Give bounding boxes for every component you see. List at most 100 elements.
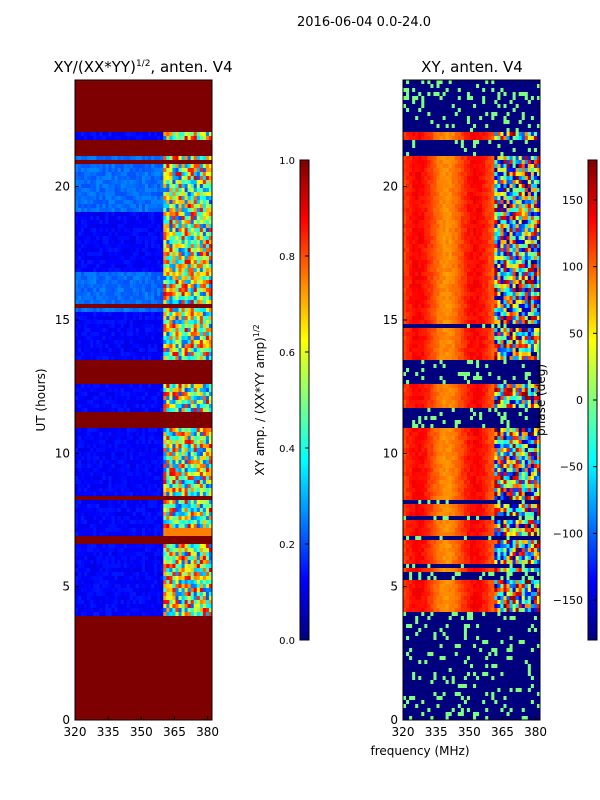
heatmap-cell	[160, 188, 164, 193]
heatmap-cell	[172, 96, 176, 101]
heatmap-cell	[175, 216, 179, 221]
heatmap-cell	[199, 328, 204, 333]
heatmap-cell	[90, 184, 94, 189]
heatmap-cell	[102, 492, 106, 497]
heatmap-cell	[135, 392, 140, 397]
heatmap-cell	[108, 292, 112, 297]
heatmap-cell	[90, 256, 94, 261]
heatmap-cell	[135, 264, 140, 269]
heatmap-cell	[138, 112, 143, 117]
heatmap-cell	[208, 324, 213, 329]
heatmap-cell	[120, 420, 125, 425]
heatmap-cell	[105, 364, 109, 369]
heatmap-cell	[117, 392, 122, 397]
heatmap-cell	[169, 96, 173, 101]
heatmap-cell	[141, 472, 146, 477]
heatmap-cell	[166, 456, 170, 461]
heatmap-cell	[126, 412, 131, 417]
heatmap-cell	[181, 380, 185, 385]
heatmap-cell	[102, 196, 106, 201]
heatmap-cell	[166, 168, 170, 173]
heatmap-cell	[108, 436, 112, 441]
heatmap-cell	[205, 300, 210, 305]
heatmap-cell	[184, 304, 189, 309]
heatmap-cell	[81, 360, 85, 365]
heatmap-cell	[166, 116, 170, 121]
heatmap-cell	[81, 180, 85, 185]
heatmap-cell	[93, 248, 97, 253]
heatmap-cell	[157, 88, 161, 93]
heatmap-cell	[132, 460, 137, 465]
heatmap-cell	[190, 104, 195, 109]
heatmap-cell	[105, 188, 109, 193]
heatmap-cell	[129, 196, 134, 201]
heatmap-cell	[75, 464, 79, 469]
heatmap-cell	[178, 280, 182, 285]
heatmap-cell	[154, 428, 158, 433]
heatmap-cell	[208, 268, 213, 273]
heatmap-cell	[145, 204, 149, 209]
heatmap-cell	[126, 120, 131, 125]
heatmap-cell	[141, 188, 146, 193]
heatmap-cell	[120, 120, 125, 125]
heatmap-cell	[172, 492, 176, 497]
heatmap-cell	[102, 124, 106, 129]
heatmap-cell	[93, 336, 97, 341]
heatmap-cell	[126, 136, 131, 141]
heatmap-cell	[102, 340, 106, 345]
heatmap-cell	[123, 196, 128, 201]
heatmap-cell	[105, 252, 109, 257]
heatmap-cell	[132, 316, 137, 321]
heatmap-cell	[193, 360, 198, 365]
heatmap-cell	[175, 176, 179, 181]
heatmap-cell	[205, 168, 210, 173]
heatmap-cell	[135, 112, 140, 117]
heatmap-cell	[145, 456, 149, 461]
heatmap-cell	[123, 456, 128, 461]
heatmap-cell	[129, 408, 134, 413]
heatmap-cell	[81, 288, 85, 293]
heatmap-cell	[93, 312, 97, 317]
heatmap-cell	[93, 380, 97, 385]
heatmap-cell	[181, 376, 185, 381]
heatmap-cell	[102, 320, 106, 325]
heatmap-cell	[163, 372, 167, 377]
heatmap-cell	[169, 180, 173, 185]
heatmap-cell	[172, 120, 176, 125]
heatmap-cell	[187, 432, 192, 437]
heatmap-cell	[205, 456, 210, 461]
heatmap-cell	[154, 188, 158, 193]
heatmap-cell	[75, 224, 79, 229]
heatmap-cell	[84, 148, 88, 153]
heatmap-cell	[205, 336, 210, 341]
heatmap-cell	[117, 460, 122, 465]
heatmap-cell	[169, 92, 173, 97]
heatmap-cell	[75, 336, 79, 341]
heatmap-cell	[196, 212, 201, 217]
heatmap-cell	[181, 408, 185, 413]
heatmap-cell	[99, 308, 103, 313]
heatmap-cell	[105, 384, 109, 389]
heatmap-cell	[193, 276, 198, 281]
heatmap-cell	[181, 160, 185, 165]
heatmap-cell	[117, 204, 122, 209]
heatmap-cell	[184, 332, 189, 337]
heatmap-cell	[114, 292, 119, 297]
heatmap-cell	[163, 392, 167, 397]
heatmap-cell	[78, 448, 82, 453]
heatmap-cell	[135, 252, 140, 257]
heatmap-cell	[108, 404, 112, 409]
heatmap-cell	[157, 304, 161, 309]
heatmap-cell	[178, 132, 182, 137]
heatmap-cell	[181, 320, 185, 325]
heatmap-cell	[138, 216, 143, 221]
heatmap-cell	[93, 140, 97, 145]
heatmap-cell	[175, 344, 179, 349]
heatmap-cell	[81, 232, 85, 237]
heatmap-cell	[93, 504, 97, 509]
heatmap-cell	[184, 412, 189, 417]
heatmap-cell	[93, 452, 97, 457]
heatmap-cell	[166, 476, 170, 481]
heatmap-cell	[199, 484, 204, 489]
heatmap-cell	[81, 336, 85, 341]
